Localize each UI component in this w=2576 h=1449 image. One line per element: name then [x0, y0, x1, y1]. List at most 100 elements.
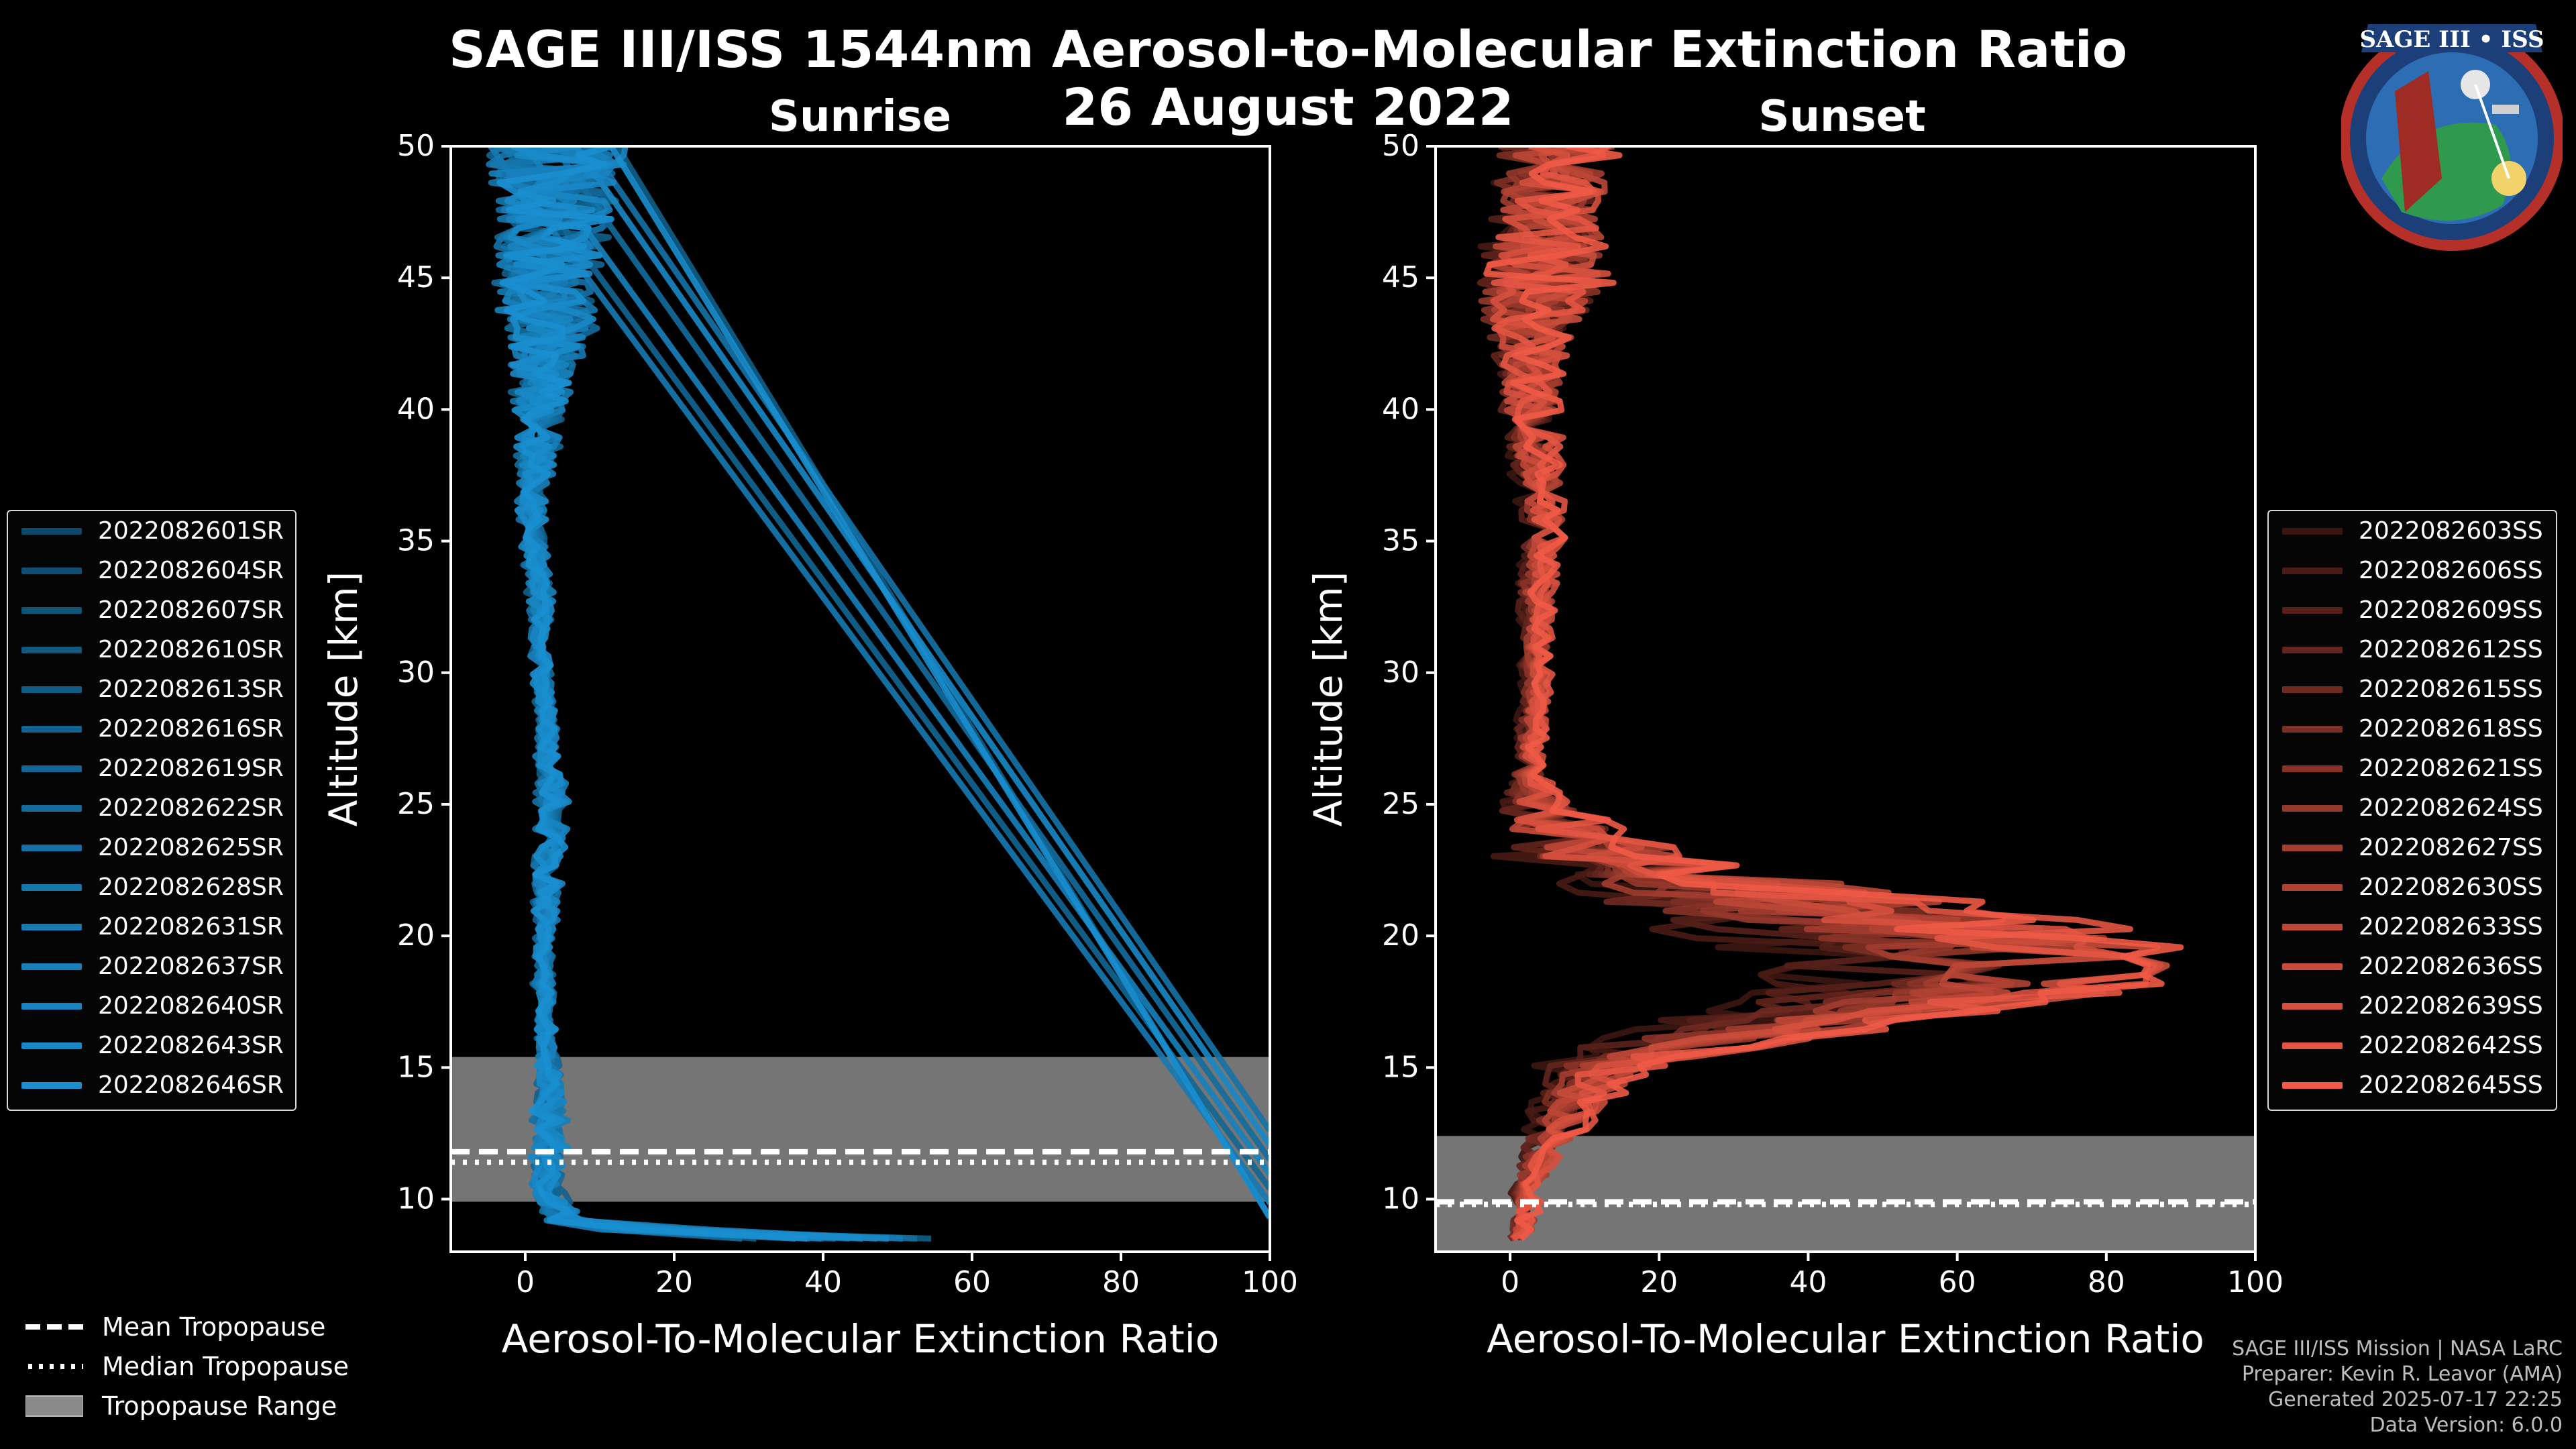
legend-swatch: [2282, 844, 2343, 851]
tropopause-range-band: [451, 1057, 1270, 1202]
y-tick-label: 30: [397, 655, 435, 690]
legend-swatch: [21, 923, 82, 930]
y-tick-label: 10: [397, 1182, 435, 1216]
x-axis-label: Aerosol-To-Molecular Extinction Ratio: [1487, 1316, 2204, 1362]
legend-swatch: [21, 804, 82, 812]
legend-swatch: [21, 1042, 82, 1049]
x-tick-label: 40: [804, 1265, 842, 1299]
legend-swatch: [2282, 1042, 2343, 1049]
x-tick-label: 0: [516, 1265, 535, 1299]
x-tick-label: 20: [1640, 1265, 1678, 1299]
series-line-2022082646SR: [496, 146, 1270, 1242]
legend-swatch: [2282, 686, 2343, 693]
legend-swatch: [2282, 1081, 2343, 1089]
legend-swatch: [2282, 883, 2343, 891]
y-tick-label: 25: [1382, 787, 1419, 821]
legend-entry: 2022082616SR: [8, 709, 295, 749]
footer-credits: SAGE III/ISS Mission | NASA LaRC Prepare…: [2232, 1336, 2563, 1438]
legend-label: 2022082603SS: [2359, 517, 2543, 545]
legend-entry: 2022082601SR: [8, 511, 295, 551]
y-axis-label: Altitude [km]: [321, 572, 366, 826]
legend-swatch: [2282, 804, 2343, 812]
legend-sunset: 2022082603SS 2022082606SS 2022082609SS 2022…: [2267, 510, 2557, 1111]
y-tick-label: 50: [1382, 129, 1419, 163]
plot-frame: [1434, 145, 2257, 1253]
panel-sunrise: 10 15 20 25 30 35 40 45 50 0 20 40 60 80 100 Aerosol-To…: [321, 129, 1298, 1362]
panel-sunset: 10 15 20 25 30 35 40 45 50 0 20 40 60 80 100 Aerosol-To…: [1305, 129, 2284, 1362]
legend-entry: 2022082612SS: [2269, 630, 2556, 669]
legend-swatch: [21, 686, 82, 693]
legend-sunrise: 2022082601SR 2022082604SR 2022082607SR 2022…: [7, 510, 297, 1111]
legend-label: 2022082627SS: [2359, 834, 2543, 861]
legend-entry: 2022082613SR: [8, 669, 295, 709]
legend-label: 2022082643SR: [98, 1032, 284, 1059]
legend-swatch: [2282, 725, 2343, 733]
x-tick-label: 20: [655, 1265, 693, 1299]
legend-swatch: [21, 527, 82, 535]
legend-label: 2022082646SR: [98, 1071, 284, 1099]
series-group: [1477, 146, 2184, 1242]
legend-swatch: [21, 844, 82, 851]
legend-entry: 2022082621SS: [2269, 749, 2556, 788]
legend-median-tropopause: Median Tropopause: [20, 1346, 349, 1386]
legend-label: 2022082606SS: [2359, 557, 2543, 584]
legend-entry: 2022082633SS: [2269, 907, 2556, 947]
y-tick-label: 25: [397, 787, 435, 821]
footer-preparer: Preparer: Kevin R. Leavor (AMA): [2241, 1362, 2563, 1386]
legend-label: 2022082628SR: [98, 873, 284, 901]
y-tick-label: 30: [1382, 655, 1419, 690]
legend-label: 2022082637SR: [98, 953, 284, 980]
legend-label: 2022082633SS: [2359, 913, 2543, 941]
legend-label: 2022082642SS: [2359, 1032, 2543, 1059]
legend-label-median: Median Tropopause: [102, 1351, 349, 1381]
footer-generated: Generated 2025-07-17 22:25: [2267, 1388, 2563, 1411]
legend-label: 2022082604SR: [98, 557, 284, 584]
panel-title-sunset: Sunset: [1758, 92, 1926, 142]
legend-swatch: [21, 725, 82, 733]
x-tick-label: 100: [1242, 1265, 1298, 1299]
legend-label: 2022082639SS: [2359, 992, 2543, 1020]
legend-label: 2022082631SR: [98, 913, 284, 941]
legend-entry: 2022082604SR: [8, 551, 295, 590]
range-swatch-icon: [25, 1395, 83, 1417]
y-tick-label: 45: [397, 260, 435, 294]
legend-swatch: [2282, 923, 2343, 930]
legend-label: 2022082645SS: [2359, 1071, 2543, 1099]
legend-tropopause: Mean Tropopause Median Tropopause Tropop…: [20, 1307, 349, 1426]
legend-swatch: [2282, 567, 2343, 574]
legend-entry: 2022082643SR: [8, 1026, 295, 1065]
legend-label: 2022082630SS: [2359, 873, 2543, 901]
x-tick-label: 0: [1501, 1265, 1519, 1299]
y-tick-label: 15: [1382, 1050, 1419, 1084]
legend-swatch: [2282, 765, 2343, 772]
legend-swatch: [21, 646, 82, 653]
legend-swatch: [2282, 1002, 2343, 1010]
legend-label: 2022082621SS: [2359, 755, 2543, 782]
legend-entry: 2022082646SR: [8, 1065, 295, 1105]
legend-entry: 2022082640SR: [8, 986, 295, 1026]
x-tick-label: 40: [1789, 1265, 1827, 1299]
series-group: [486, 146, 1270, 1242]
legend-swatch: [21, 1002, 82, 1010]
legend-label: 2022082625SR: [98, 834, 284, 861]
legend-entry: 2022082628SR: [8, 867, 295, 907]
legend-mean-tropopause: Mean Tropopause: [20, 1307, 349, 1346]
legend-entry: 2022082607SR: [8, 590, 295, 630]
legend-swatch: [21, 765, 82, 772]
legend-entry: 2022082603SS: [2269, 511, 2556, 551]
legend-swatch: [2282, 963, 2343, 970]
plot-frame: [449, 145, 1271, 1253]
legend-entry: 2022082606SS: [2269, 551, 2556, 590]
series-line-2022082642SS: [1491, 146, 2158, 1242]
legend-label-mean: Mean Tropopause: [102, 1311, 326, 1342]
legend-entry: 2022082618SS: [2269, 709, 2556, 749]
legend-label: 2022082618SS: [2359, 715, 2543, 743]
legend-label: 2022082607SR: [98, 596, 284, 624]
y-tick-label: 40: [397, 392, 435, 426]
legend-entry: 2022082627SS: [2269, 828, 2556, 867]
legend-swatch: [21, 963, 82, 970]
x-tick-label: 80: [1102, 1265, 1140, 1299]
legend-label: 2022082609SS: [2359, 596, 2543, 624]
legend-entry: 2022082625SR: [8, 828, 295, 867]
